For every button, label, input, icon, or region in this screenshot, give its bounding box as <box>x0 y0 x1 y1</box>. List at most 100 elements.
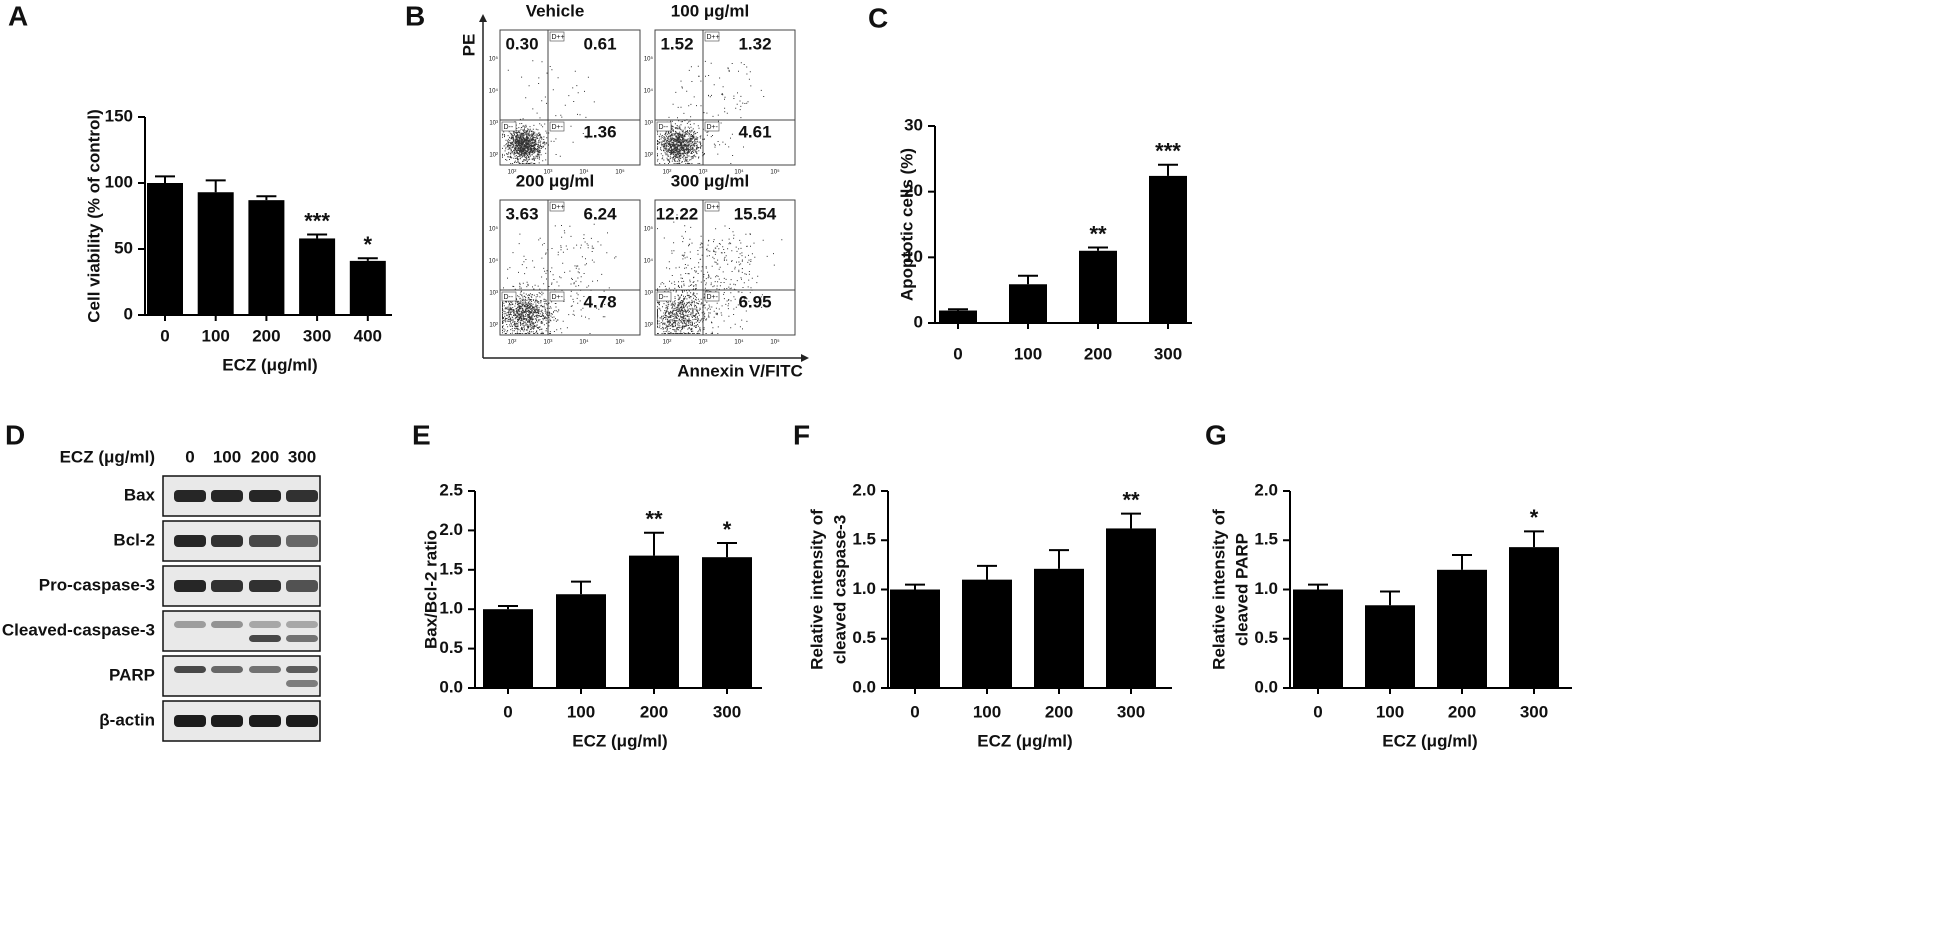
plot-title: 200 μg/ml <box>516 171 594 190</box>
lane-label: 100 <box>213 447 241 466</box>
gate-box <box>704 121 720 132</box>
y-tick-label: 0 <box>124 304 133 323</box>
y-tick-label: 0.0 <box>1254 677 1278 696</box>
band <box>174 580 206 592</box>
significance-label: * <box>723 517 732 542</box>
gate-box <box>704 291 720 302</box>
quadrant-value: 6.95 <box>738 292 771 311</box>
band <box>249 580 281 592</box>
axis-tick-label: 10³ <box>699 340 708 346</box>
axis-tick-label: 10² <box>644 323 653 329</box>
band <box>211 621 243 628</box>
gate-box <box>549 201 565 212</box>
y-tick-label: 10 <box>904 247 923 266</box>
bar <box>1009 284 1047 323</box>
band <box>249 666 281 673</box>
gate-box <box>549 121 565 132</box>
panel-label: C <box>868 2 888 33</box>
y-axis-label: Relative intensity of <box>807 509 826 670</box>
gate-box <box>549 31 565 42</box>
band <box>286 635 318 642</box>
significance-label: *** <box>304 208 330 233</box>
protein-label: Pro-caspase-3 <box>39 575 155 594</box>
axis-tick-label: 10⁵ <box>489 226 499 233</box>
bar <box>629 555 679 688</box>
axis-tick-label: 10⁵ <box>770 169 780 176</box>
x-tick-label: 200 <box>1045 702 1073 721</box>
axis-tick-label: 10⁵ <box>644 56 654 63</box>
y-tick-label: 1.0 <box>852 579 876 598</box>
protein-label: Cleaved-caspase-3 <box>2 620 155 639</box>
y-tick-label: 0 <box>914 312 923 331</box>
x-tick-label: 200 <box>1084 344 1112 363</box>
axis-tick-label: 10³ <box>489 121 498 127</box>
axis-tick-label: 10² <box>508 340 517 346</box>
bar <box>962 579 1012 688</box>
plot-frame <box>499 29 641 166</box>
y-tick-label: 30 <box>904 115 923 134</box>
bar <box>1509 547 1559 688</box>
axis-tick-label: 10² <box>489 323 498 329</box>
gate-box <box>656 291 672 302</box>
x-tick-label: 200 <box>252 326 280 345</box>
bar <box>1437 569 1487 688</box>
y-tick-label: 1.5 <box>852 530 876 549</box>
axis-tick-label: 10³ <box>544 340 553 346</box>
bar <box>1079 250 1117 323</box>
quadrant-value: 0.61 <box>583 34 616 53</box>
panel-label: B <box>405 0 425 31</box>
significance-label: ** <box>645 507 663 532</box>
lane-label: 200 <box>251 447 279 466</box>
protein-label: Bax <box>124 485 156 504</box>
blot-frame <box>162 610 321 652</box>
x-tick-label: 0 <box>1313 702 1322 721</box>
band <box>286 490 318 502</box>
y-tick-label: 0.0 <box>852 677 876 696</box>
plot-title: 100 μg/ml <box>671 1 749 20</box>
axis-tick-label: 10⁴ <box>644 88 654 95</box>
bar <box>483 609 533 688</box>
x-axis-label: Annexin V/FITC <box>677 361 803 380</box>
axis-tick-label: 10² <box>489 153 498 159</box>
panel-label: D <box>5 419 25 450</box>
x-axis-label: ECZ (μg/ml) <box>977 731 1072 750</box>
x-tick-label: 200 <box>1448 702 1476 721</box>
x-tick-label: 200 <box>640 702 668 721</box>
x-tick-label: 0 <box>953 344 962 363</box>
x-tick-label: 0 <box>503 702 512 721</box>
axis-tick-label: 10⁴ <box>489 258 499 265</box>
quadrant-value: 4.61 <box>738 122 771 141</box>
plot-frame <box>499 199 641 336</box>
plot-frame <box>654 199 796 336</box>
axis-tick-label: 10³ <box>544 170 553 176</box>
gate-label: D-- <box>659 124 669 131</box>
x-tick-label: 300 <box>1520 702 1548 721</box>
bar <box>147 183 183 315</box>
x-tick-label: 100 <box>973 702 1001 721</box>
gate-label: D++ <box>552 204 565 211</box>
quadrant-value: 3.63 <box>505 204 538 223</box>
y-tick-label: 0.5 <box>439 638 463 657</box>
band <box>286 535 318 547</box>
y-tick-label: 50 <box>114 238 133 257</box>
x-tick-label: 300 <box>303 326 331 345</box>
y-axis-label: Cell viability (% of control) <box>84 109 103 322</box>
x-tick-label: 100 <box>202 326 230 345</box>
axis-tick-label: 10⁵ <box>615 169 625 176</box>
y-tick-label: 2.0 <box>852 480 876 499</box>
y-tick-label: 20 <box>904 181 923 200</box>
panel-label: E <box>412 419 431 450</box>
lane-label: 0 <box>185 447 194 466</box>
panel-label: A <box>8 0 28 31</box>
x-tick-label: 100 <box>1014 344 1042 363</box>
band <box>211 580 243 592</box>
band <box>286 621 318 628</box>
quadrant-value: 6.24 <box>583 204 617 223</box>
band <box>286 680 318 687</box>
axis-tick-label: 10⁵ <box>644 226 654 233</box>
plot-title: 300 μg/ml <box>671 171 749 190</box>
axis-tick-label: 10³ <box>489 291 498 297</box>
significance-label: * <box>364 232 373 257</box>
bar <box>299 238 336 315</box>
band <box>249 621 281 628</box>
